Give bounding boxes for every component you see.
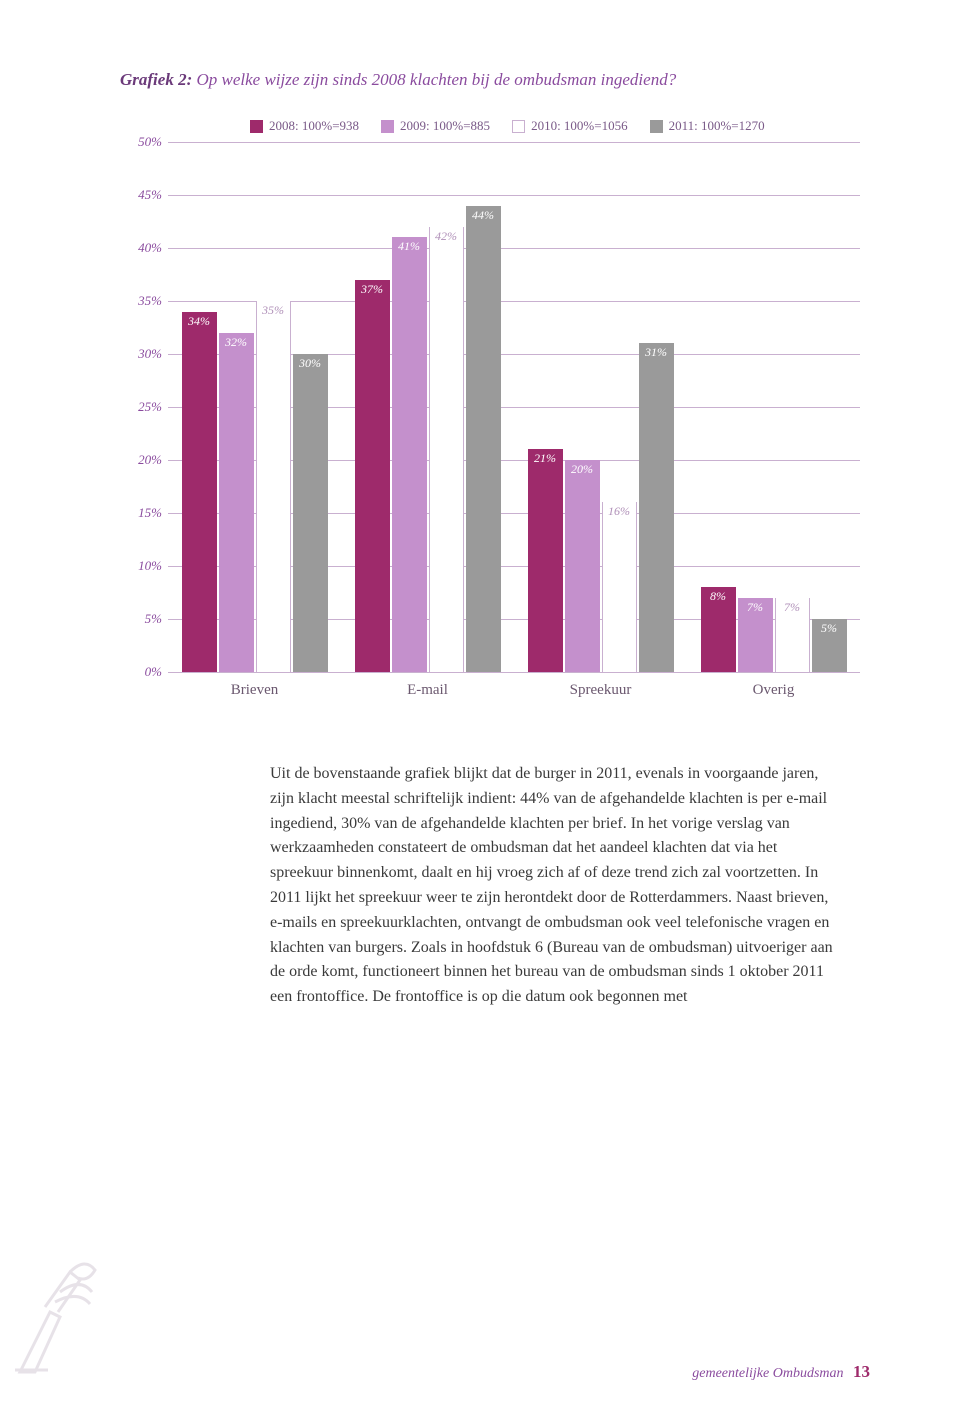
- bar-group: 34%32% 35% 30%: [168, 142, 341, 672]
- y-tick-label: 25%: [120, 399, 162, 415]
- legend-item: 2009: 100%=885: [381, 118, 490, 134]
- bar-value-label: 44%: [466, 208, 501, 223]
- bar-value-label: 30%: [293, 356, 328, 371]
- chart-title: Grafiek 2: Op welke wijze zijn sinds 200…: [120, 70, 870, 90]
- bar-value-label: 34%: [182, 314, 217, 329]
- bar: 30%: [293, 354, 328, 672]
- y-tick-label: 10%: [120, 558, 162, 574]
- bar: 37%: [355, 280, 390, 672]
- bar: 21%: [528, 449, 563, 672]
- bar: 32%: [219, 333, 254, 672]
- y-tick-label: 30%: [120, 346, 162, 362]
- legend-label: 2008: 100%=938: [269, 118, 359, 134]
- gridline: [168, 672, 860, 673]
- bar: 7%: [738, 598, 773, 672]
- x-axis-labels: BrievenE-mailSpreekuurOverig: [168, 676, 860, 702]
- bar: 16%: [602, 502, 637, 672]
- bar: 42%: [429, 227, 464, 672]
- bar: 31%: [639, 343, 674, 672]
- page-number: 13: [853, 1362, 870, 1381]
- y-tick-label: 45%: [120, 187, 162, 203]
- legend-item: 2010: 100%=1056: [512, 118, 628, 134]
- chart-legend: 2008: 100%=938 2009: 100%=885 2010: 100%=1…: [250, 118, 870, 134]
- legend-swatch: [650, 120, 663, 133]
- bar-group: 21%20% 16% 31%: [514, 142, 687, 672]
- y-tick-label: 15%: [120, 505, 162, 521]
- y-tick-label: 0%: [120, 664, 162, 680]
- y-tick-label: 50%: [120, 134, 162, 150]
- bar-value-label: 16%: [603, 504, 636, 519]
- bar: 34%: [182, 312, 217, 672]
- chart-title-label: Grafiek 2:: [120, 70, 192, 89]
- bar-value-label: 7%: [738, 600, 773, 615]
- chart-plot: 34%32%35%30%37%41%42%44%21%20%16%31%8%7%…: [168, 142, 860, 672]
- bar-value-label: 32%: [219, 335, 254, 350]
- bar: 20%: [565, 460, 600, 672]
- bar-value-label: 42%: [430, 229, 463, 244]
- bar-value-label: 35%: [257, 303, 290, 318]
- x-axis-label: E-mail: [341, 676, 514, 702]
- legend-swatch: [512, 120, 525, 133]
- bar: 5%: [812, 619, 847, 672]
- legend-item: 2008: 100%=938: [250, 118, 359, 134]
- legend-swatch: [381, 120, 394, 133]
- bar-value-label: 8%: [701, 589, 736, 604]
- legend-label: 2011: 100%=1270: [669, 118, 765, 134]
- bar-value-label: 20%: [565, 462, 600, 477]
- legend-label: 2009: 100%=885: [400, 118, 490, 134]
- bar-value-label: 21%: [528, 451, 563, 466]
- bar: 44%: [466, 206, 501, 672]
- y-tick-label: 5%: [120, 611, 162, 627]
- bar: 8%: [701, 587, 736, 672]
- x-axis-label: Brieven: [168, 676, 341, 702]
- bar-value-label: 5%: [812, 621, 847, 636]
- bar-value-label: 37%: [355, 282, 390, 297]
- y-tick-label: 35%: [120, 293, 162, 309]
- legend-label: 2010: 100%=1056: [531, 118, 628, 134]
- bar-chart: 34%32%35%30%37%41%42%44%21%20%16%31%8%7%…: [120, 142, 870, 702]
- bar: 7%: [775, 598, 810, 672]
- bar-value-label: 31%: [639, 345, 674, 360]
- y-tick-label: 20%: [120, 452, 162, 468]
- chart-title-text: Op welke wijze zijn sinds 2008 klachten …: [196, 70, 676, 89]
- x-axis-label: Overig: [687, 676, 860, 702]
- body-paragraph: Uit de bovenstaande grafiek blijkt dat d…: [270, 762, 840, 1010]
- bar: 35%: [256, 301, 291, 672]
- bar-group: 37% 41%42%44%: [341, 142, 514, 672]
- x-axis-label: Spreekuur: [514, 676, 687, 702]
- footer-text: gemeentelijke Ombudsman: [692, 1366, 843, 1381]
- bar: 41%: [392, 237, 427, 672]
- y-tick-label: 40%: [120, 240, 162, 256]
- watermark-icon: [0, 1222, 130, 1382]
- legend-item: 2011: 100%=1270: [650, 118, 765, 134]
- bar-value-label: 41%: [392, 239, 427, 254]
- legend-swatch: [250, 120, 263, 133]
- page-footer: gemeentelijke Ombudsman 13: [692, 1362, 870, 1382]
- bar-group: 8%7%7%5%: [687, 142, 860, 672]
- bars-layer: 34%32%35%30%37%41%42%44%21%20%16%31%8%7%…: [168, 142, 860, 672]
- bar-value-label: 7%: [776, 600, 809, 615]
